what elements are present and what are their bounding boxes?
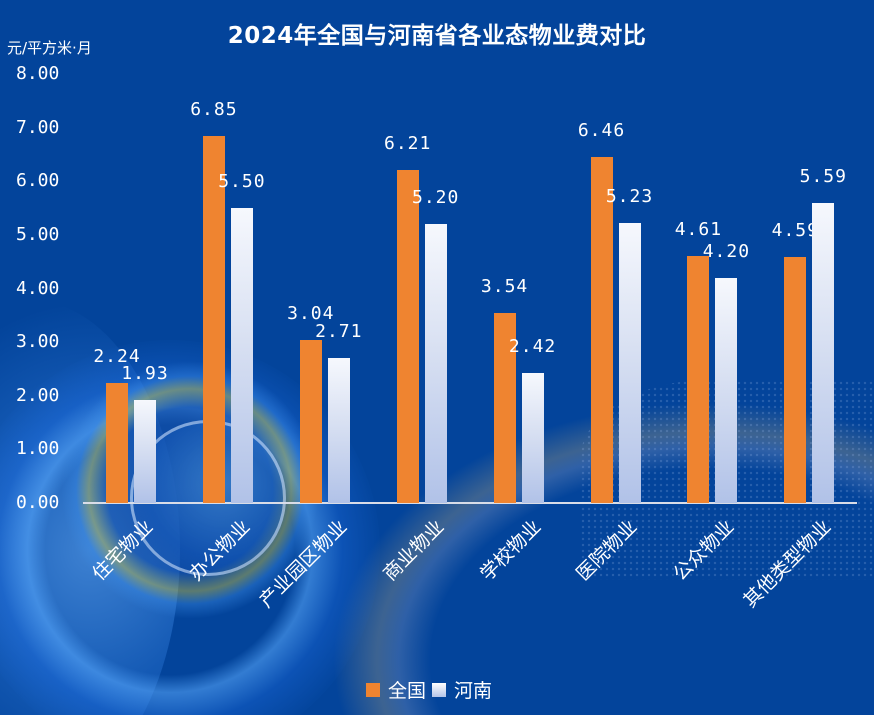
x-tick-label: 学校物业 [475, 515, 545, 586]
y-tick-label: 1.00 [16, 438, 60, 460]
legend-swatch-light-icon [432, 682, 447, 697]
bar-national[interactable] [106, 382, 128, 503]
y-tick-label: 4.00 [16, 277, 60, 299]
data-label: 6.21 [384, 132, 432, 154]
bar-national[interactable] [299, 339, 322, 503]
bar-national[interactable] [396, 169, 419, 503]
data-label: 4.61 [674, 218, 723, 240]
data-label: 5.20 [412, 187, 460, 209]
y-tick-label: 3.00 [16, 331, 60, 353]
x-tick-label: 公众物业 [669, 515, 739, 586]
bar-henan[interactable] [424, 224, 447, 503]
x-tick-label: 办公物业 [184, 515, 255, 586]
legend-swatch-orange-icon [366, 682, 380, 697]
y-tick-label: 8.00 [16, 63, 60, 84]
x-tick-label: 其他类型物业 [739, 515, 836, 613]
y-axis-unit: 元/平方米·月 [7, 39, 92, 57]
chart-title: 2024年全国与河南省各业态物业费对比 [227, 23, 647, 49]
bar-henan[interactable] [812, 203, 835, 503]
x-tick-label: 住宅物业 [88, 515, 158, 586]
data-label: 2.42 [508, 336, 557, 358]
y-tick-label: 7.00 [16, 116, 60, 138]
bar-henan[interactable] [618, 222, 641, 503]
bar-national[interactable] [202, 135, 225, 503]
data-label: 2.71 [315, 320, 363, 342]
data-label: 6.85 [190, 98, 238, 120]
legend-label: 全国 [388, 680, 427, 702]
y-tick-label: 6.00 [16, 170, 60, 192]
legend-item-national[interactable]: 全国 [366, 676, 426, 703]
data-label: 6.46 [577, 119, 626, 141]
data-label: 5.50 [218, 171, 266, 193]
data-label: 1.93 [121, 362, 169, 384]
x-tick-label: 产业园区物业 [255, 515, 352, 613]
legend-label: 河南 [454, 680, 493, 702]
data-label: 4.20 [702, 240, 751, 262]
x-axis-line [83, 502, 857, 504]
data-label: 3.04 [287, 302, 335, 324]
y-tick-label: 5.00 [16, 223, 60, 245]
bar-henan[interactable] [521, 373, 544, 503]
bar-national[interactable] [493, 313, 516, 503]
legend: 全国 河南 [366, 676, 498, 703]
x-tick-label: 商业物业 [378, 515, 449, 586]
bar-national[interactable] [784, 256, 807, 503]
x-tick-label: 医院物业 [572, 515, 642, 586]
bar-national[interactable] [687, 255, 710, 503]
y-tick-label: 2.00 [16, 384, 60, 406]
data-label: 5.59 [799, 166, 847, 188]
data-label: 5.23 [605, 185, 654, 207]
bar-henan[interactable] [327, 357, 350, 503]
data-label: 4.59 [771, 219, 819, 241]
legend-item-henan[interactable]: 河南 [432, 676, 492, 703]
bar-national[interactable] [590, 156, 613, 503]
bar-henan[interactable] [134, 399, 156, 503]
data-label: 3.54 [480, 276, 529, 298]
bar-henan[interactable] [715, 277, 738, 503]
bar-henan[interactable] [230, 208, 253, 503]
y-tick-label: 0.00 [16, 492, 60, 513]
data-label: 2.24 [93, 345, 141, 367]
